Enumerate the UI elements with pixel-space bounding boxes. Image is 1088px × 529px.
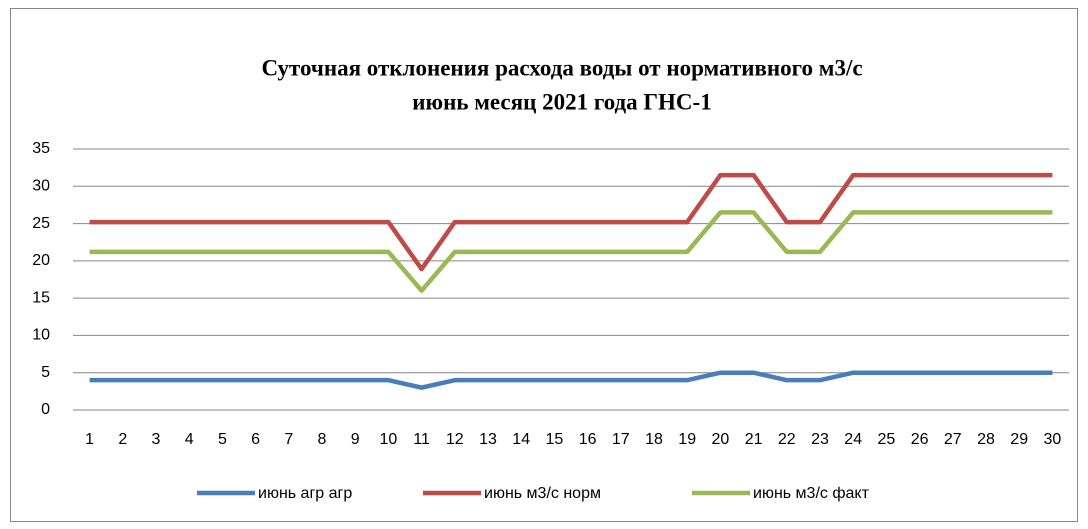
x-tick-label: 18 bbox=[645, 431, 663, 448]
chart-title: июнь месяц 2021 года ГНС-1 bbox=[412, 89, 711, 114]
x-tick-label: 5 bbox=[218, 431, 227, 448]
x-tick-label: 27 bbox=[944, 431, 962, 448]
x-tick-label: 6 bbox=[251, 431, 260, 448]
x-tick-label: 14 bbox=[512, 431, 530, 448]
x-tick-label: 8 bbox=[318, 431, 327, 448]
series-line bbox=[89, 172, 1053, 272]
x-tick-label: 30 bbox=[1044, 431, 1062, 448]
series-line bbox=[89, 210, 1053, 293]
x-tick-label: 3 bbox=[152, 431, 161, 448]
x-tick-label: 20 bbox=[712, 431, 730, 448]
x-tick-label: 19 bbox=[678, 431, 696, 448]
x-tick-label: 15 bbox=[546, 431, 564, 448]
chart-title: Суточная отклонения расхода воды от норм… bbox=[261, 55, 862, 80]
x-tick-label: 12 bbox=[446, 431, 464, 448]
x-tick-label: 29 bbox=[1010, 431, 1028, 448]
y-tick-label: 20 bbox=[32, 252, 50, 269]
x-tick-label: 26 bbox=[911, 431, 929, 448]
y-tick-label: 10 bbox=[32, 327, 50, 344]
x-tick-label: 17 bbox=[612, 431, 630, 448]
x-tick-label: 7 bbox=[284, 431, 293, 448]
x-tick-label: 24 bbox=[844, 431, 862, 448]
legend-label: июнь м3/с факт bbox=[753, 485, 870, 502]
x-tick-label: 13 bbox=[479, 431, 497, 448]
y-tick-label: 0 bbox=[41, 401, 50, 418]
y-tick-label: 25 bbox=[32, 215, 50, 232]
series-line bbox=[89, 370, 1053, 390]
x-tick-label: 21 bbox=[745, 431, 763, 448]
x-tick-label: 9 bbox=[351, 431, 360, 448]
x-tick-label: 16 bbox=[579, 431, 597, 448]
x-tick-label: 1 bbox=[85, 431, 94, 448]
x-tick-label: 25 bbox=[878, 431, 896, 448]
x-tick-label: 10 bbox=[380, 431, 398, 448]
x-tick-label: 28 bbox=[977, 431, 995, 448]
x-tick-label: 2 bbox=[118, 431, 127, 448]
y-tick-label: 15 bbox=[32, 289, 50, 306]
x-tick-label: 11 bbox=[413, 431, 430, 448]
x-tick-label: 23 bbox=[811, 431, 829, 448]
x-tick-label: 22 bbox=[778, 431, 796, 448]
chart-border bbox=[10, 8, 1078, 522]
legend-label: июнь м3/с норм bbox=[484, 485, 601, 502]
y-tick-label: 35 bbox=[32, 140, 50, 157]
legend-label: июнь агр агр bbox=[258, 485, 352, 502]
x-tick-label: 4 bbox=[185, 431, 194, 448]
y-tick-label: 5 bbox=[41, 364, 50, 381]
y-tick-label: 30 bbox=[32, 178, 50, 195]
